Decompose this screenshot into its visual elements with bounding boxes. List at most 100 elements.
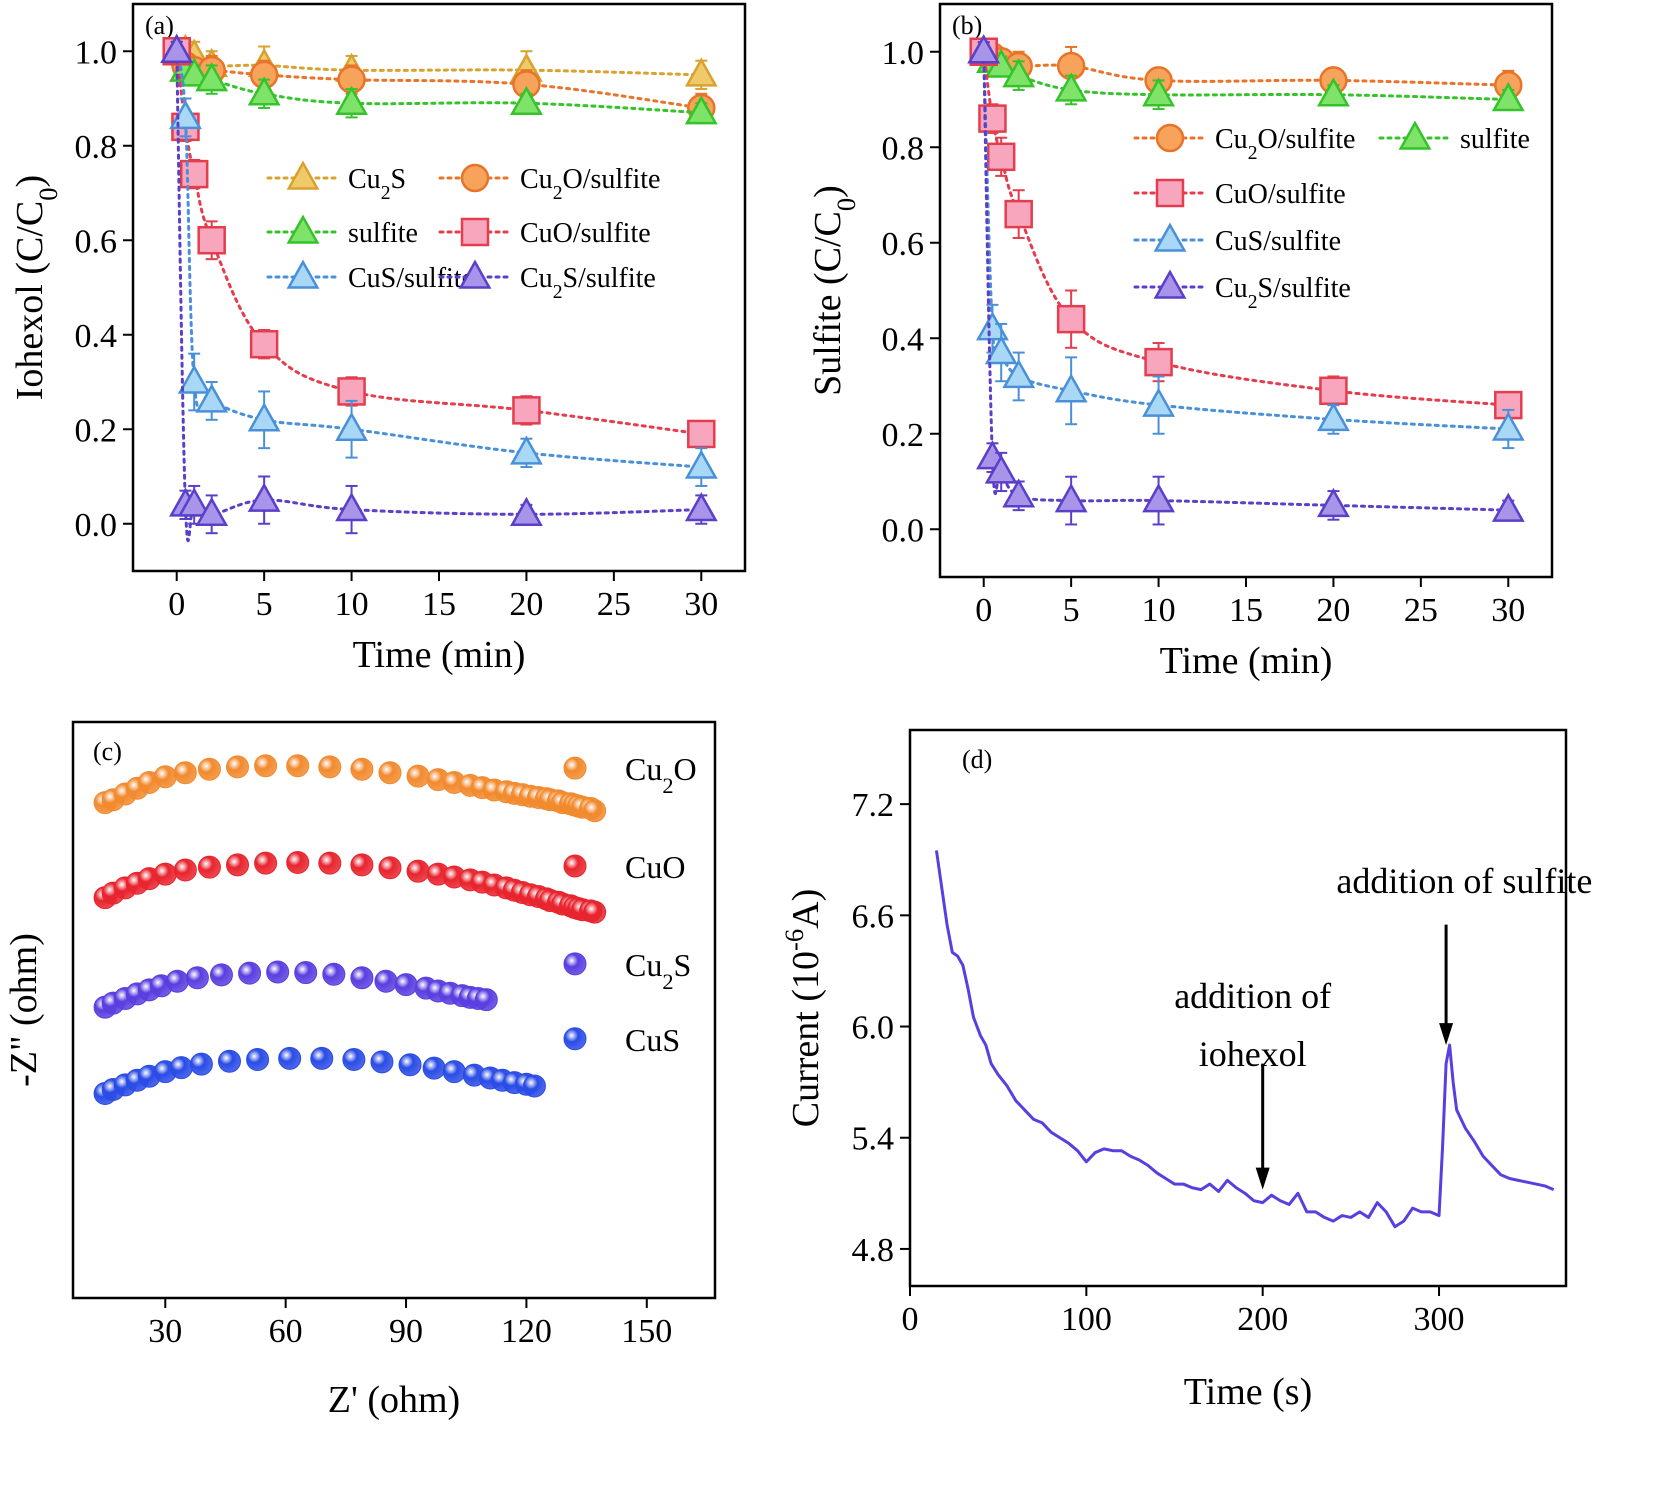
axis-ytick-label: 6.0 bbox=[852, 1010, 895, 1047]
axis-ytick-label: 0.4 bbox=[75, 318, 118, 355]
legend-label-part: S bbox=[390, 164, 406, 195]
data-point bbox=[322, 962, 346, 986]
data-point bbox=[177, 487, 211, 517]
legend-marker bbox=[460, 217, 490, 247]
data-point bbox=[286, 851, 310, 875]
legend-label-part: sulfite bbox=[348, 218, 418, 249]
data-point bbox=[394, 973, 418, 997]
data-point bbox=[335, 85, 369, 115]
data-point bbox=[226, 853, 250, 877]
data-point bbox=[1144, 347, 1173, 377]
data-point bbox=[246, 1048, 270, 1072]
data-point bbox=[185, 966, 209, 990]
data-point bbox=[976, 311, 1009, 341]
y-axis-label: Iohexol (C/C0) bbox=[9, 175, 63, 400]
axis-ytick-label: 6.6 bbox=[852, 898, 895, 935]
legend-label: CuS bbox=[625, 1022, 680, 1058]
data-point bbox=[1054, 483, 1088, 513]
data-point bbox=[226, 755, 250, 779]
data-point bbox=[266, 960, 290, 984]
data-point bbox=[318, 851, 342, 875]
data-point bbox=[238, 961, 262, 985]
data-point bbox=[583, 799, 607, 823]
legend-label: Cu2S/sulfite bbox=[520, 263, 656, 303]
data-point bbox=[370, 1050, 394, 1074]
data-point bbox=[179, 159, 209, 189]
axis-xtick-label: 25 bbox=[1404, 592, 1438, 629]
data-point bbox=[310, 1046, 334, 1070]
legend-label: CuO/sulfite bbox=[1215, 179, 1346, 210]
data-point bbox=[398, 1053, 422, 1077]
annotation-iohexol-line1: addition of bbox=[1174, 976, 1331, 1016]
data-point bbox=[684, 57, 718, 87]
y-axis-label: Current (10-6A) bbox=[779, 889, 827, 1128]
legend-label: Cu2O/sulfite bbox=[520, 164, 660, 204]
y-axis-label-part: 0 bbox=[33, 187, 63, 200]
legend-label: Cu2O bbox=[625, 751, 697, 798]
data-point bbox=[684, 95, 718, 125]
legend-label: Cu2S bbox=[625, 947, 691, 994]
legend-label-part: CuS/sulfite bbox=[348, 263, 474, 294]
legend-marker bbox=[1153, 269, 1187, 299]
axis-ytick-label: 1.0 bbox=[75, 34, 118, 71]
data-point bbox=[406, 764, 430, 788]
series-line bbox=[175, 49, 703, 543]
data-point bbox=[509, 496, 543, 527]
data-point bbox=[286, 754, 310, 778]
panel-label: (a) bbox=[145, 11, 174, 40]
data-point bbox=[374, 969, 398, 993]
annotation-arrow-head bbox=[1255, 1167, 1270, 1190]
axis-xtick-label: 120 bbox=[501, 1313, 552, 1350]
data-point bbox=[1056, 304, 1086, 334]
data-point bbox=[177, 364, 211, 394]
data-point bbox=[350, 853, 374, 877]
axis-xtick-label: 5 bbox=[1063, 592, 1080, 629]
y-axis-label: Sulfite (C/C0) bbox=[807, 185, 861, 396]
axis-ytick-label: 0.8 bbox=[882, 130, 925, 167]
legend-label-part: S/sulfite bbox=[562, 263, 655, 294]
data-point bbox=[153, 765, 177, 789]
panel-b-chart: 0 5 10 15 20 25 300.00.20.40.60.81.0(b)Time (m… bbox=[807, 2, 1554, 682]
data-point bbox=[254, 851, 278, 875]
data-point bbox=[254, 754, 278, 778]
axis-xtick-label: 200 bbox=[1237, 1301, 1288, 1338]
axis-ytick-label: 0.8 bbox=[75, 129, 118, 166]
y-axis-label: -Z" (ohm) bbox=[3, 933, 45, 1087]
legend-label-part: Cu bbox=[348, 164, 381, 195]
data-point bbox=[278, 1046, 302, 1070]
data-point bbox=[197, 226, 226, 255]
legend-label-part: 2 bbox=[1248, 292, 1258, 313]
legend-marker bbox=[460, 163, 490, 193]
legend-marker bbox=[1155, 178, 1185, 208]
legend-marker bbox=[286, 214, 320, 244]
legend-label-part: O/sulfite bbox=[1257, 124, 1355, 155]
panel-label: (d) bbox=[962, 745, 992, 774]
y-axis-label-part: -6 bbox=[779, 929, 809, 951]
legend-label-part: Cu bbox=[520, 164, 553, 195]
data-point bbox=[1491, 492, 1525, 522]
axis-xtick-label: 30 bbox=[1491, 592, 1525, 629]
axis-xtick-label: 30 bbox=[684, 586, 718, 623]
legend-label: CuS/sulfite bbox=[1215, 226, 1341, 257]
data-point bbox=[687, 419, 716, 449]
legend-label-part: Cu bbox=[625, 947, 662, 983]
axis-ytick-label: 0.2 bbox=[882, 417, 925, 454]
y-axis-label-part: ) bbox=[807, 185, 849, 198]
legend-label: Cu2S bbox=[348, 164, 406, 204]
legend-label: Cu2O/sulfite bbox=[1215, 124, 1355, 164]
data-point bbox=[1002, 358, 1036, 389]
axis-xtick-label: 20 bbox=[509, 586, 543, 623]
axis-xtick-label: 60 bbox=[269, 1313, 303, 1350]
legend-label-part: 2 bbox=[553, 282, 563, 303]
axis-ytick-label: 4.8 bbox=[852, 1232, 895, 1269]
legend-label-part: CuS/sulfite bbox=[1215, 226, 1341, 257]
data-point bbox=[442, 1060, 466, 1084]
legend-label-part: CuO bbox=[625, 849, 685, 885]
annotation-arrow-head bbox=[1439, 1023, 1454, 1046]
legend-label-part: S/sulfite bbox=[1257, 273, 1350, 304]
data-point bbox=[512, 396, 541, 425]
data-point bbox=[984, 335, 1018, 365]
data-point bbox=[342, 1048, 366, 1072]
x-axis-label: Time (s) bbox=[1184, 1371, 1312, 1413]
data-point bbox=[197, 855, 221, 879]
